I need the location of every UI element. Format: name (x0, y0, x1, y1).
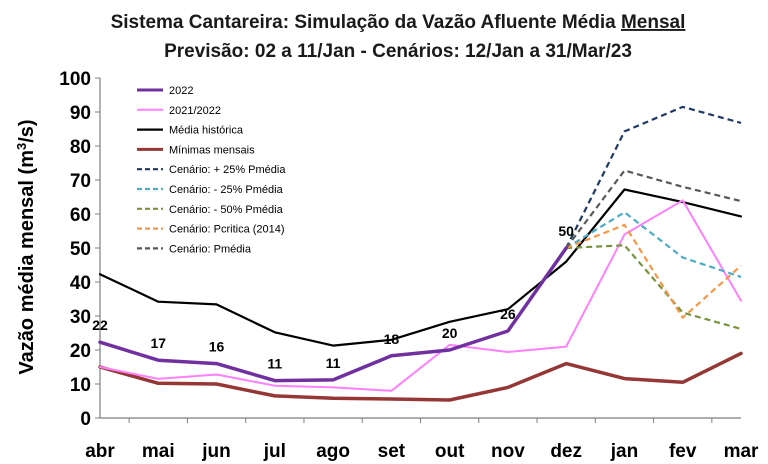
legend-label-cenario-pcritica-2014: Cenário: Pcritica (2014) (169, 224, 285, 236)
y-tick-label: 70 (70, 171, 91, 192)
data-label: 16 (209, 339, 225, 355)
legend-label-cenario-25-pmedia: Cenário: - 25% Pmédia (169, 184, 284, 196)
series-line-cenario-50-pmedia (566, 244, 742, 330)
y-axis-label-sup: 3 (14, 143, 29, 150)
chart-title: Sistema Cantareira: Simulação da Vazão A… (111, 12, 686, 33)
y-axis-label: Vazão média mensal (m3/s) (14, 119, 39, 374)
series-line-2021-2022 (99, 199, 742, 392)
y-axis-label-main: Vazão média mensal (m (16, 150, 38, 375)
x-tick-label: mai (142, 441, 175, 462)
chart-title-prefix: Sistema Cantareira: Simulação da Vazão A… (111, 12, 621, 33)
x-tick-label: nov (491, 441, 525, 462)
series-lines (98, 105, 743, 402)
x-tick-label: abr (85, 441, 115, 462)
series-line-2022 (98, 246, 568, 383)
series-line-cenario-plus-25-pmedia (565, 105, 742, 249)
legend: 2022 2021/2022 Média histórica Mínimas mens… (137, 85, 286, 255)
y-tick-label: 10 (70, 375, 91, 396)
legend-label-minimas-mensais: Mínimas mensais (169, 144, 255, 156)
x-tick-label: mar (724, 441, 759, 462)
data-label: 50 (558, 223, 574, 239)
chart-title-underlined: Mensal (621, 12, 685, 33)
x-tick-label: fev (669, 441, 697, 462)
x-tick-label: jan (610, 441, 638, 462)
data-label: 22 (92, 317, 108, 333)
data-labels: 22 17 16 11 11 18 20 26 50 (92, 223, 574, 372)
legend-label-2022: 2022 (169, 85, 193, 97)
series-line-media-historica (98, 188, 743, 347)
y-tick-label: 80 (70, 137, 91, 158)
x-tick-label: dez (550, 441, 582, 462)
series-line-cenario-pcritica-2014 (565, 223, 742, 319)
series-line-minimas-mensais (98, 351, 743, 402)
legend-label-cenario-pmedia: Cenário: Pmédia (169, 243, 252, 255)
x-tick-label: set (378, 441, 406, 462)
data-label: 26 (500, 306, 516, 322)
y-tick-label: 30 (70, 307, 91, 328)
legend-label-cenario-plus-25-pmedia: Cenário: + 25% Pmédia (169, 164, 286, 176)
x-tick-label: out (435, 441, 465, 462)
y-tick-label: 90 (70, 103, 91, 124)
y-axis-label-end: /s) (16, 119, 38, 142)
y-tick-label: 100 (59, 69, 91, 90)
y-tick-label: 60 (70, 205, 91, 226)
data-label: 20 (442, 325, 458, 341)
chart-subtitle: Previsão: 02 a 11/Jan - Cenários: 12/Jan… (164, 41, 632, 62)
data-label: 17 (150, 335, 166, 351)
legend-label-2021-2022: 2021/2022 (169, 105, 221, 117)
x-tick-label: ago (316, 441, 350, 462)
y-tick-label: 40 (70, 273, 91, 294)
data-label: 18 (384, 331, 400, 347)
legend-label-media-historica: Média histórica (169, 125, 244, 137)
x-tick-label: jun (201, 441, 231, 462)
series-line-cenario-25-pmedia (565, 211, 742, 278)
data-label: 11 (267, 356, 282, 372)
axes (95, 77, 741, 423)
x-tick-label: jul (263, 441, 286, 462)
y-tick-label: 50 (70, 239, 91, 260)
legend-label-cenario-50-pmedia: Cenário: - 50% Pmédia (169, 204, 284, 216)
data-label: 11 (326, 355, 341, 371)
tick-labels: 0 10 20 30 40 50 60 70 80 90 100 abr mai jun jul ago set… (59, 69, 759, 462)
y-tick-label: 20 (70, 341, 91, 362)
y-tick-label: 0 (80, 409, 91, 430)
